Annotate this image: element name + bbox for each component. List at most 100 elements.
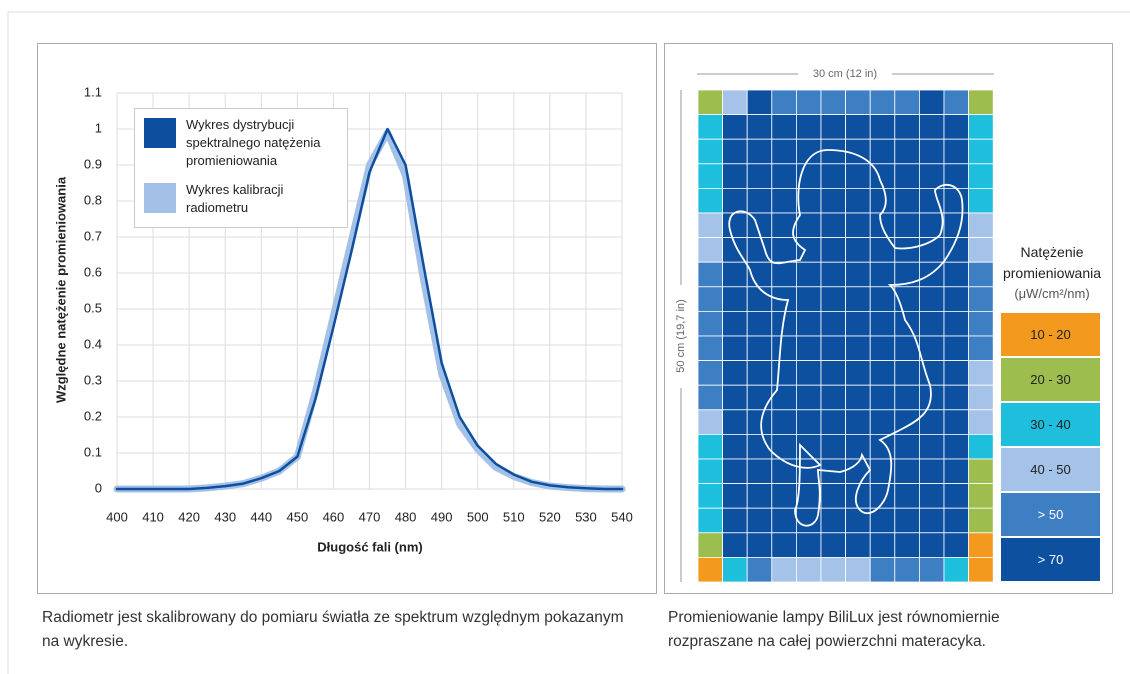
y-tick-label: 0 xyxy=(95,480,102,495)
heat-cell xyxy=(943,532,970,558)
x-tick-label: 530 xyxy=(575,509,597,524)
heat-cell xyxy=(820,187,847,214)
heat-cell xyxy=(894,114,920,140)
heat-cell xyxy=(746,458,773,485)
heat-cell xyxy=(869,335,896,362)
heat-cell xyxy=(943,114,970,140)
heat-cell xyxy=(722,458,748,485)
heat-cell xyxy=(796,286,822,312)
heat-cell xyxy=(845,532,871,558)
x-tick-label: 460 xyxy=(323,509,345,524)
heat-cell xyxy=(919,507,945,534)
heat-cell xyxy=(722,138,748,165)
heat-cell xyxy=(919,286,945,312)
heat-cell xyxy=(697,89,724,116)
heat-cell xyxy=(820,212,847,239)
heat-cell xyxy=(869,286,896,312)
heat-cell xyxy=(943,433,970,460)
x-tick-label: 480 xyxy=(395,509,417,524)
y-tick-label: 0.3 xyxy=(84,372,102,387)
x-tick-label: 490 xyxy=(431,509,453,524)
heat-cell xyxy=(968,89,994,116)
heat-cell xyxy=(746,286,773,312)
heat-cell xyxy=(869,532,896,558)
heat-cell xyxy=(746,335,773,362)
heat-cell xyxy=(943,557,970,583)
heat-cell xyxy=(894,557,920,583)
heat-cell xyxy=(722,212,748,239)
heat-cell xyxy=(894,360,920,386)
caption: Radiometr jest skalibrowany do pomiaru ś… xyxy=(42,609,624,650)
heat-cell xyxy=(771,409,797,435)
heat-cell xyxy=(968,187,994,214)
x-tick-label: 420 xyxy=(178,509,200,524)
heat-cell xyxy=(796,310,822,337)
heat-cell xyxy=(919,384,945,411)
legend-level: 10 - 20 xyxy=(1001,313,1100,356)
heat-cell xyxy=(845,261,871,288)
heat-cell xyxy=(697,384,724,411)
heat-cell xyxy=(697,458,724,485)
x-tick-label: 520 xyxy=(539,509,561,524)
heat-cell xyxy=(796,114,822,140)
heat-cell xyxy=(722,409,748,435)
heat-cell xyxy=(919,89,945,116)
heat-cell xyxy=(894,138,920,165)
y-axis-label: Względne natężenie promieniowania xyxy=(53,176,68,403)
heat-cell xyxy=(771,114,797,140)
y-tick-label: 0.4 xyxy=(84,336,102,351)
heat-cell xyxy=(943,212,970,239)
heat-cell xyxy=(722,360,748,386)
heat-cell xyxy=(722,532,748,558)
heat-cell xyxy=(919,163,945,189)
legend-level: 40 - 50 xyxy=(1001,448,1100,491)
heat-cell xyxy=(820,507,847,534)
series-line xyxy=(115,127,624,491)
right-panel xyxy=(664,43,1113,594)
x-tick-label: 400 xyxy=(106,509,128,524)
heat-cell xyxy=(869,409,896,435)
heat-cell xyxy=(697,138,724,165)
heat-cell xyxy=(746,360,773,386)
heat-cell xyxy=(968,433,994,460)
heat-cell xyxy=(796,557,822,583)
heat-cell xyxy=(746,507,773,534)
heat-cell xyxy=(968,507,994,534)
heat-cell xyxy=(796,483,822,509)
heat-cell xyxy=(869,261,896,288)
heat-cell xyxy=(771,261,797,288)
heat-cell xyxy=(820,360,847,386)
heat-cell xyxy=(894,433,920,460)
heat-cell xyxy=(746,163,773,189)
heat-cell xyxy=(943,335,970,362)
heat-cell xyxy=(968,409,994,435)
baby-outline xyxy=(728,149,964,527)
heat-cell xyxy=(820,483,847,509)
heat-cell xyxy=(771,483,797,509)
heat-cell xyxy=(771,163,797,189)
heat-cell xyxy=(722,384,748,411)
heat-cell xyxy=(894,212,920,239)
heat-cell xyxy=(943,360,970,386)
heat-cell xyxy=(697,114,724,140)
heat-cell xyxy=(968,286,994,312)
legend-level: > 70 xyxy=(1001,538,1100,581)
heat-cell xyxy=(968,557,994,583)
heat-cell xyxy=(919,335,945,362)
heat-cell xyxy=(845,557,871,583)
heat-cell xyxy=(968,237,994,263)
heat-cell xyxy=(919,557,945,583)
heat-cell xyxy=(919,138,945,165)
heat-cell xyxy=(968,163,994,189)
heat-cell xyxy=(820,261,847,288)
heat-cell xyxy=(919,310,945,337)
heat-cell xyxy=(943,237,970,263)
x-axis-label: Długość fali (nm) xyxy=(317,539,422,554)
y-tick-label: 0.8 xyxy=(84,192,102,207)
heat-cell xyxy=(869,360,896,386)
heat-cell xyxy=(771,507,797,534)
y-tick-label: 1.1 xyxy=(84,84,102,99)
heat-cell xyxy=(845,360,871,386)
